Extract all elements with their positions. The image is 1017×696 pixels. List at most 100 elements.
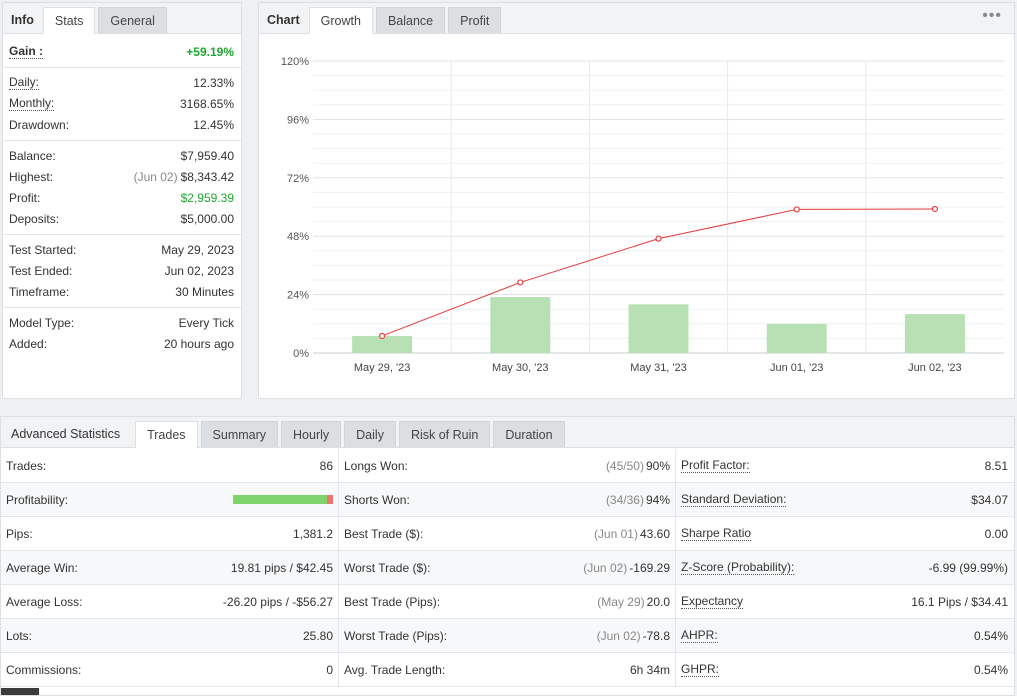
stat-value-wrap: (45/50) 90% — [606, 459, 670, 473]
table-row: Lots: 25.80 Worst Trade (Pips): (Jun 02) -78… — [1, 619, 1014, 653]
stat-value-wrap: 6h 34m — [630, 663, 670, 677]
tab-trades[interactable]: Trades — [135, 421, 198, 448]
stat-cell: Longs Won: (45/50) 90% — [338, 449, 675, 482]
stat-cell: Trades: 86 — [1, 449, 338, 482]
growth-point — [655, 235, 662, 242]
stat-label: Commissions: — [6, 662, 82, 677]
stat-value: -169.29 — [629, 560, 670, 575]
daily-label[interactable]: Daily: — [9, 74, 40, 90]
tab-stats[interactable]: Stats — [42, 7, 96, 34]
stat-value: 6h 34m — [629, 662, 670, 677]
monthly-value: 3168.65% — [179, 96, 234, 111]
profit-label: Profit: — [9, 190, 41, 205]
stat-cell: Shorts Won: (34/36) 94% — [338, 483, 675, 516]
model-type-value: Every Tick — [178, 315, 234, 330]
stat-value: 0.54% — [973, 662, 1008, 677]
stat-cell: Avg. Trade Length: 6h 34m — [338, 653, 675, 686]
tab-profit[interactable]: Profit — [448, 7, 502, 33]
tab-info[interactable]: Info — [11, 13, 34, 27]
stat-label: Worst Trade (Pips): — [344, 628, 448, 643]
stat-label: Pips: — [6, 526, 33, 541]
stat-label[interactable]: Z-Score (Probability): — [681, 559, 795, 575]
stat-note: (Jun 01) — [593, 526, 638, 541]
gain-row: Gain : +59.19% — [3, 41, 241, 62]
chart-title: Chart — [267, 13, 300, 27]
stat-cell: Profit Factor: 8.51 — [675, 449, 1013, 482]
stat-label[interactable]: Expectancy — [681, 593, 744, 609]
gain-label[interactable]: Gain : — [9, 43, 44, 59]
model-type-label: Model Type: — [9, 315, 75, 330]
gain-group: Gain : +59.19% — [3, 34, 241, 68]
stat-note: (Jun 02) — [583, 560, 628, 575]
stat-label: Trades: — [6, 458, 47, 473]
stat-label[interactable]: GHPR: — [681, 661, 720, 677]
timeframe-value: 30 Minutes — [175, 284, 234, 299]
stat-value-wrap: 86 — [320, 459, 333, 473]
drawdown-value: 12.45% — [193, 117, 234, 132]
table-row: Trades: 86 Longs Won: (45/50) 90% Profit Fact… — [1, 449, 1014, 483]
stat-label: Worst Trade ($): — [344, 560, 431, 575]
profit-value: $2,959.39 — [180, 190, 234, 205]
tab-balance[interactable]: Balance — [375, 7, 446, 33]
stat-value: 0.00 — [984, 526, 1008, 541]
stat-value-wrap: 0.54% — [974, 629, 1008, 643]
monthly-label[interactable]: Monthly: — [9, 95, 55, 111]
stat-value-wrap: (34/36) 94% — [606, 493, 670, 507]
highest-value-wrap: (Jun 02) $8,343.42 — [134, 170, 234, 184]
more-dots-icon[interactable]: ••• — [982, 7, 1002, 24]
tab-summary[interactable]: Summary — [200, 421, 279, 447]
tab-daily[interactable]: Daily — [344, 421, 396, 447]
model-group: Model Type: Every Tick Added: 20 hours a… — [3, 308, 241, 359]
stat-label[interactable]: Profit Factor: — [681, 457, 750, 473]
deposits-label: Deposits: — [9, 211, 60, 226]
test-started-value: May 29, 2023 — [161, 242, 234, 257]
added-label: Added: — [9, 336, 48, 351]
stat-label: Average Loss: — [6, 594, 83, 609]
stat-value: 1,381.2 — [292, 526, 333, 541]
stat-cell: Z-Score (Probability): -6.99 (99.99%) — [675, 551, 1013, 584]
scroll-top-button[interactable] — [1, 688, 39, 695]
stat-value-wrap: 1,381.2 — [293, 527, 333, 541]
stat-note: (May 29) — [597, 594, 645, 609]
stat-value-wrap: 0 — [326, 663, 333, 677]
stat-value-wrap: (Jun 02) -78.8 — [597, 629, 670, 643]
y-tick-label: 72% — [287, 173, 309, 185]
growth-bar — [352, 335, 413, 353]
tab-general[interactable]: General — [98, 7, 167, 33]
advanced-statistics-panel: Advanced Statistics Trades Summary Hourl… — [0, 416, 1015, 696]
test-ended-value: Jun 02, 2023 — [164, 263, 234, 278]
test-group: Test Started: May 29, 2023 Test Ended: J… — [3, 235, 241, 308]
stat-value: 16.1 Pips / $34.41 — [911, 594, 1008, 609]
stat-value: 25.80 — [302, 628, 333, 643]
growth-point — [931, 205, 939, 213]
stat-row-daily: Daily: 12.33% — [3, 72, 241, 93]
stat-label[interactable]: Standard Deviation: — [681, 491, 787, 507]
tab-growth[interactable]: Growth — [308, 7, 373, 34]
stat-cell: GHPR: 0.54% — [675, 653, 1013, 686]
stat-label[interactable]: AHPR: — [681, 627, 718, 643]
table-row: Profitability: Shorts Won: (34/36) 94% Stand… — [1, 483, 1014, 517]
profitability-bar-loss — [327, 494, 333, 504]
x-tick-label: Jun 02, '23 — [908, 362, 961, 374]
stat-cell: Pips: 1,381.2 — [1, 517, 338, 550]
tab-risk-of-ruin[interactable]: Risk of Ruin — [398, 421, 491, 447]
x-tick-label: May 31, '23 — [630, 362, 687, 374]
growth-bar — [766, 323, 827, 353]
tab-duration[interactable]: Duration — [493, 421, 565, 447]
stat-value: 0 — [326, 662, 333, 677]
timeframe-label: Timeframe: — [9, 284, 70, 299]
tab-hourly[interactable]: Hourly — [281, 421, 342, 447]
growth-bar — [628, 304, 689, 353]
chart-panel: Chart Growth Balance Profit ••• 0% 24% 48%… — [258, 2, 1015, 399]
growth-chart: 0% 24% 48% 72% 96% 120% May 29, '23 May 30, '23… — [281, 56, 1004, 374]
stat-value-wrap: -26.20 pips / -$56.27 — [223, 595, 333, 609]
x-tick-label: May 30, '23 — [492, 362, 549, 374]
stat-label: Longs Won: — [344, 458, 408, 473]
stat-cell: AHPR: 0.54% — [675, 619, 1013, 652]
stat-note: (45/50) — [605, 458, 644, 473]
highest-date: (Jun 02) — [133, 169, 178, 184]
stat-label[interactable]: Sharpe Ratio — [681, 525, 752, 541]
stat-row-monthly: Monthly: 3168.65% — [3, 93, 241, 114]
y-tick-label: 0% — [293, 348, 309, 360]
test-ended-label: Test Ended: — [9, 263, 73, 278]
